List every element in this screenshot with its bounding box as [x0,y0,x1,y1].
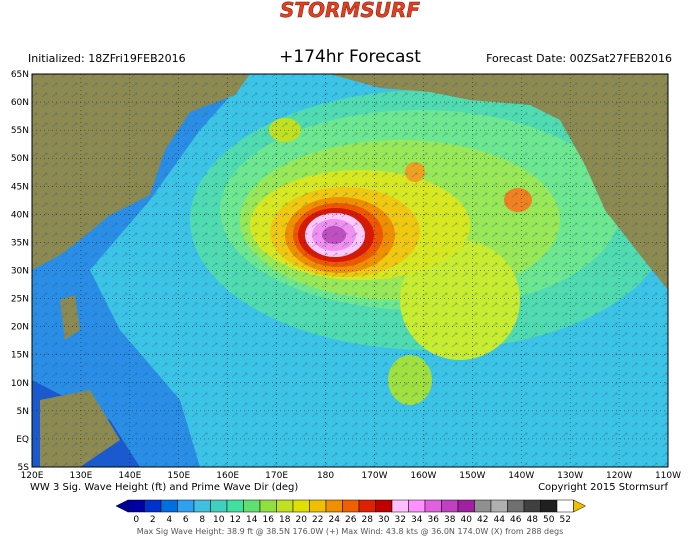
lon-label: 140E [118,471,141,481]
scale-label: 30 [378,515,390,525]
logo: STORMSURF [280,0,420,22]
lat-label: 10N [11,379,29,389]
scale-swatch [457,499,475,513]
scale-swatch [507,499,525,513]
scale-label: 32 [395,515,406,525]
scale-swatch [276,499,294,513]
scale-swatch [523,499,541,513]
caption: WW 3 Sig. Wave Height (ft) and Prime Wav… [30,482,298,493]
lon-label: 170E [265,471,288,481]
scale-swatch [424,499,442,513]
scale-swatch [441,499,459,513]
scale-label: 28 [362,515,374,525]
lat-label: 40N [11,210,29,220]
scale-label: 12 [230,515,241,525]
scale-label: 48 [527,515,539,525]
lat-label: 45N [11,182,29,192]
lat-label: 5S [18,463,30,473]
scale-swatch [540,499,558,513]
scale-label: 34 [411,515,423,525]
scale-swatch [325,499,343,513]
lon-label: 170W [361,471,387,481]
scale-label: 20 [296,515,308,525]
copyright: Copyright 2015 Stormsurf [538,482,668,493]
scale-swatch [177,499,195,513]
scale-swatch [309,499,327,513]
color-scale: 0 2 4 6 8 10 12 14 16 18 20 22 24 26 28 30 32 34 36 38 40 42 4… [115,499,587,525]
scale-swatch [259,499,277,513]
lat-label: 30N [11,267,29,277]
scale-label: 44 [494,515,506,525]
lat-label: 60N [11,98,29,108]
scale-swatch [474,499,492,513]
scale-arrow-right [573,499,587,513]
lat-label: 25N [11,295,29,305]
scale-label: 42 [477,515,488,525]
scale-swatch [342,499,360,513]
lat-label: 35N [11,238,29,248]
lon-label: 120W [606,471,632,481]
lon-label: 130W [557,471,583,481]
scale-label: 0 [133,515,139,525]
scale-swatch [490,499,508,513]
scale-swatch [358,499,376,513]
lon-label: 160E [216,471,239,481]
scale-label: 8 [199,515,205,525]
scale-swatch [226,499,244,513]
scale-swatch [193,499,211,513]
lat-label: 50N [11,154,29,164]
lon-label: 110W [655,471,681,481]
scale-label: 38 [444,515,456,525]
lat-label: 55N [11,126,29,136]
stats: Max Sig Wave Height: 38.9 ft @ 38.5N 176… [137,527,564,536]
map [32,74,668,467]
lat-label: 5N [17,407,29,417]
scale-swatch [127,499,145,513]
scale-label: 46 [510,515,522,525]
lat-label: 65N [11,70,29,80]
scale-label: 4 [166,515,172,525]
scale-label: 24 [329,515,341,525]
scale-label: 22 [312,515,323,525]
lat-label: EQ [16,435,29,445]
scale-swatch [375,499,393,513]
scale-label: 18 [279,515,291,525]
scale-swatch [391,499,409,513]
scale-label: 2 [150,515,156,525]
lon-label: 130E [69,471,92,481]
lon-label: 150W [459,471,485,481]
lon-label: 120E [21,471,44,481]
scale-label: 52 [560,515,571,525]
lon-label: 150E [167,471,190,481]
scale-label: 36 [428,515,440,525]
scale-swatch [556,499,574,513]
lon-label: 160W [410,471,436,481]
scale-swatch [243,499,261,513]
scale-arrow-left [115,499,129,513]
scale-swatch [160,499,178,513]
title: +174hr Forecast [279,47,421,67]
scale-label: 10 [213,515,225,525]
initialized: Initialized: 18ZFri19FEB2016 [28,52,186,65]
scale-swatch [292,499,310,513]
scale-label: 14 [246,515,258,525]
scale-label: 50 [543,515,555,525]
forecast-date: Forecast Date: 00ZSat27FEB2016 [486,52,672,65]
scale-label: 26 [345,515,357,525]
lat-label: 20N [11,323,29,333]
scale-label: 6 [183,515,189,525]
scale-label: 40 [461,515,473,525]
scale-swatch [144,499,162,513]
scale-label: 16 [263,515,275,525]
scale-swatch [408,499,426,513]
lon-label: 140W [508,471,534,481]
lat-label: 15N [11,351,29,361]
lon-label: 180 [317,471,334,481]
scale-swatch [210,499,228,513]
